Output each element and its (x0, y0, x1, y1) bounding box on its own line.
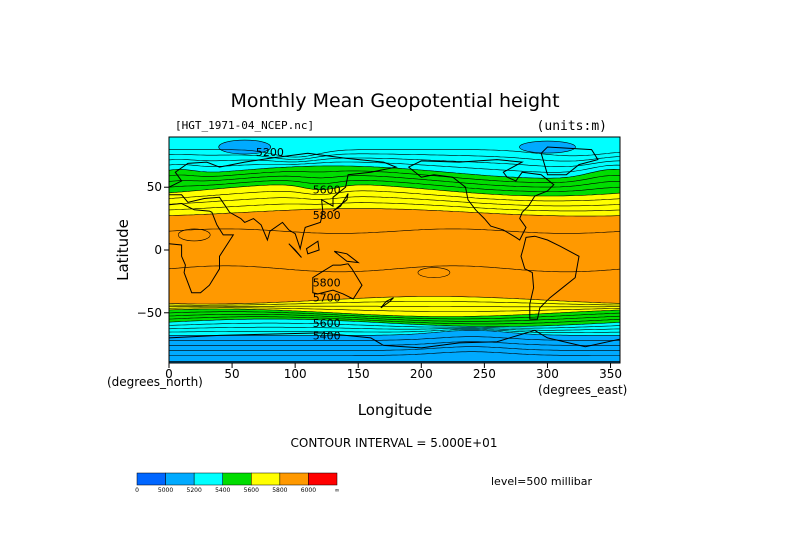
units-label: (units:m) (537, 119, 607, 134)
contour-line-1-0-2 (169, 175, 620, 188)
contour-line-5 (169, 308, 620, 317)
x-tick-label-7: 350 (599, 367, 622, 381)
contour-label-0: 5200 (256, 146, 284, 159)
contour-line-2-0-1 (169, 190, 620, 202)
filled-contour-bands (169, 137, 620, 363)
colorbar-label-3: 5400 (215, 487, 230, 494)
low-center-arctic (218, 139, 271, 155)
contour-line-2-1-3 (169, 329, 620, 333)
contour-label-1: 5600 (313, 184, 341, 197)
colorbar-label-1: 5000 (158, 487, 173, 494)
contour-line-2 (169, 184, 620, 197)
colorbar-label-2: 5200 (187, 487, 202, 494)
contour-line-tropic-1 (169, 228, 620, 234)
contour-line-polar-4 (169, 351, 620, 356)
contour-line-4 (169, 296, 620, 305)
coast-africa (169, 202, 235, 294)
coast-sumatra (288, 243, 302, 258)
coast-north-america (407, 159, 555, 241)
contour-line-2-0-3 (169, 202, 620, 212)
x-tick-label-6: 300 (536, 367, 559, 381)
contour-lines (169, 149, 620, 356)
level-text: level=500 millibar (491, 475, 593, 488)
coastlines (169, 146, 620, 363)
colorbar-label-6: 6000 (301, 487, 316, 494)
coast-japan (332, 193, 349, 212)
contour-line-0-1-2 (169, 305, 620, 308)
contour-line-0 (169, 149, 620, 158)
chart-title: Monthly Mean Geopotential height (230, 90, 559, 112)
contour-line-0-0-1 (169, 153, 620, 162)
contour-line-tropic-0 (169, 265, 620, 273)
contour-label-4: 5700 (313, 292, 341, 305)
y-axis-title: Latitude (114, 219, 132, 281)
contour-label-5: 5600 (313, 317, 341, 330)
contour-line-2-1-2 (169, 326, 620, 331)
contour-label-3: 5800 (313, 277, 341, 290)
x-units-label: (degrees_east) (538, 383, 627, 397)
coast-newguinea (333, 250, 360, 264)
contour-line-1-1-3 (169, 316, 620, 325)
colorbar-label-4: 5600 (244, 487, 259, 494)
contour-line-0-0-3 (169, 161, 620, 173)
coast-south-america (520, 235, 580, 320)
colorbar-label-0: 0 (135, 487, 139, 494)
coast-borneo (305, 240, 320, 255)
contour-line-2-0-2 (169, 196, 620, 207)
y-units-label: (degrees_north) (107, 375, 203, 389)
contour-closed-pacific (417, 267, 451, 278)
band-5800-tropics (169, 208, 620, 304)
y-axis-ticks: 50 0 −50 (137, 180, 169, 320)
colorbar-swatch-2 (193, 472, 223, 486)
contour-interval-text: CONTOUR INTERVAL = 5.000E+01 (291, 436, 498, 450)
colorbar: 0 5000 5200 5400 5600 5800 6000 ∞ (135, 472, 340, 494)
contour-line-1-1-2 (169, 314, 620, 322)
contour-line-0-1-3 (169, 307, 620, 312)
contour-line-polar-3 (169, 346, 620, 351)
coast-greenland (540, 146, 599, 176)
y-tick-label-1: 0 (154, 243, 162, 257)
contour-label-2: 5800 (313, 209, 341, 222)
x-tick-label-1: 50 (224, 367, 239, 381)
contour-line-1-1-1 (169, 311, 620, 320)
coast-eurasia (169, 152, 398, 251)
y-tick-label-2: −50 (137, 306, 162, 320)
x-tick-label-0: 0 (165, 367, 173, 381)
contour-closed-africa (177, 228, 211, 242)
colorbar-swatch-0 (136, 472, 166, 486)
band-5400-north (169, 165, 620, 197)
coast-australia (312, 263, 363, 300)
contour-label-6: 5400 (313, 329, 341, 342)
colorbar-swatch-4 (251, 472, 281, 486)
x-tick-label-5: 250 (473, 367, 496, 381)
x-tick-label-3: 150 (347, 367, 370, 381)
y-tick-label-0: 50 (147, 180, 162, 194)
colorbar-label-7: ∞ (335, 487, 340, 494)
coast-antarctica (169, 329, 620, 363)
colorbar-swatch-5 (279, 472, 309, 486)
colorbar-swatch-6 (308, 472, 338, 486)
coast-newzealand (380, 297, 394, 309)
x-tick-label-2: 100 (284, 367, 307, 381)
band-polar-north (169, 137, 620, 158)
colorbar-swatch-3 (222, 472, 252, 486)
colorbar-swatch-1 (165, 472, 195, 486)
contour-line-1-0-1 (169, 170, 620, 184)
contour-line-7 (169, 330, 620, 336)
contour-line-3 (169, 208, 620, 217)
x-tick-label-4: 200 (410, 367, 433, 381)
x-axis-ticks: 0 50 100 150 200 250 300 350 (165, 363, 622, 381)
contour-line-polar-2 (169, 341, 620, 346)
colorbar-label-5: 5800 (272, 487, 287, 494)
x-axis-title: Longitude (358, 401, 433, 419)
contour-line-2-1-1 (169, 322, 620, 329)
contour-line-polar-1 (169, 336, 620, 341)
contour-line-6 (169, 318, 620, 327)
band-5600-north (169, 184, 620, 217)
source-label: [HGT_1971-04_NCEP.nc] (175, 119, 314, 132)
